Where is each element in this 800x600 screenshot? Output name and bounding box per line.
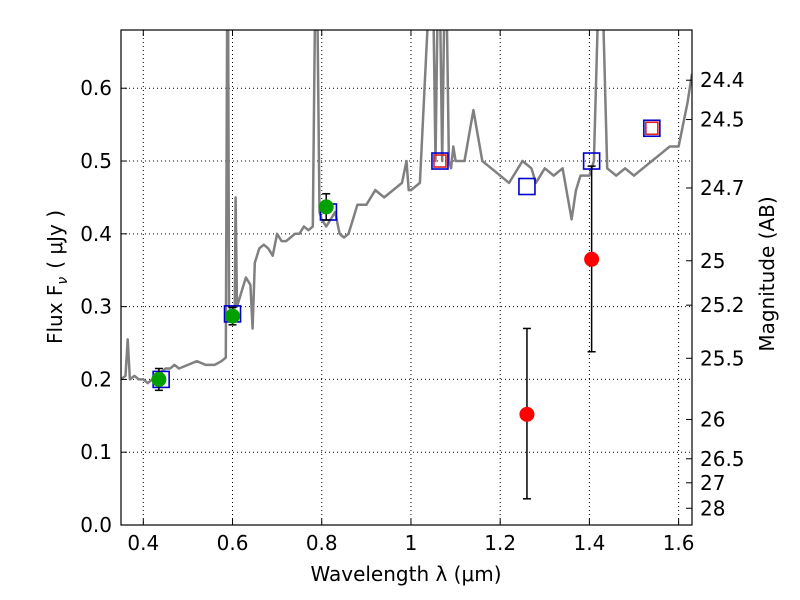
- filled-circle-marker: [151, 371, 167, 387]
- model-spectrum-line: [121, 30, 692, 385]
- x-tick-label: 1.4: [573, 531, 605, 555]
- right-tick-label: 25.5: [700, 346, 745, 370]
- y-tick-label: 0.1: [80, 440, 112, 464]
- y-axis-label-main: Flux F: [43, 285, 67, 344]
- right-tick-label: 25.2: [700, 293, 745, 317]
- right-axis-label: Magnitude (AB): [755, 196, 779, 351]
- filled-circle-marker: [225, 308, 241, 324]
- data-area: [121, 30, 692, 500]
- y-tick-label: 0.0: [80, 513, 112, 537]
- right-tick-label: 27: [700, 471, 725, 495]
- filled-circle-marker: [318, 199, 334, 215]
- open-square-marker: [645, 121, 659, 136]
- x-axis-label: Wavelength λ (μm): [310, 562, 501, 586]
- y-tick-label: 0.6: [80, 76, 112, 100]
- y-axis-label-subscript: ν: [55, 277, 71, 285]
- right-tick-label: 26: [700, 407, 725, 431]
- y-axis-label: Flux Fν ( μJy ): [43, 210, 71, 344]
- open-square-marker: [431, 152, 449, 170]
- x-tick-label: 0.4: [127, 531, 159, 555]
- x-tick-label: 1.2: [484, 531, 516, 555]
- right-tick-label: 24.5: [700, 108, 745, 132]
- y-tick-label: 0.3: [80, 295, 112, 319]
- x-tick-label: 1: [405, 531, 418, 555]
- right-tick-label: 24.4: [700, 68, 745, 92]
- open-square-marker: [643, 119, 661, 138]
- y-tick-label: 0.4: [80, 222, 112, 246]
- open-square-marker: [433, 154, 447, 168]
- right-tick-label: 25: [700, 249, 725, 273]
- open-square-marker: [518, 177, 536, 196]
- grid: [121, 30, 692, 525]
- y-tick-label: 0.5: [80, 149, 112, 173]
- right-tick-label: 28: [700, 496, 725, 520]
- x-tick-label: 0.6: [217, 531, 249, 555]
- x-tick-label: 1.6: [663, 531, 695, 555]
- filled-circle-marker: [519, 406, 535, 422]
- axis-ticks: 0.4 0.6 0.8 1 1.2 1.4 1.6 0.0 0.1 0.2 0.3 0.4 0.5 0.6…: [80, 30, 745, 555]
- x-tick-label: 0.8: [306, 531, 338, 555]
- right-tick-label: 26.5: [700, 447, 745, 471]
- plot-frame: [120, 29, 693, 526]
- y-axis-label-units: ( μJy ): [43, 210, 67, 269]
- y-tick-label: 0.2: [80, 367, 112, 391]
- right-tick-label: 24.7: [700, 176, 745, 200]
- filled-circle-marker: [584, 251, 600, 267]
